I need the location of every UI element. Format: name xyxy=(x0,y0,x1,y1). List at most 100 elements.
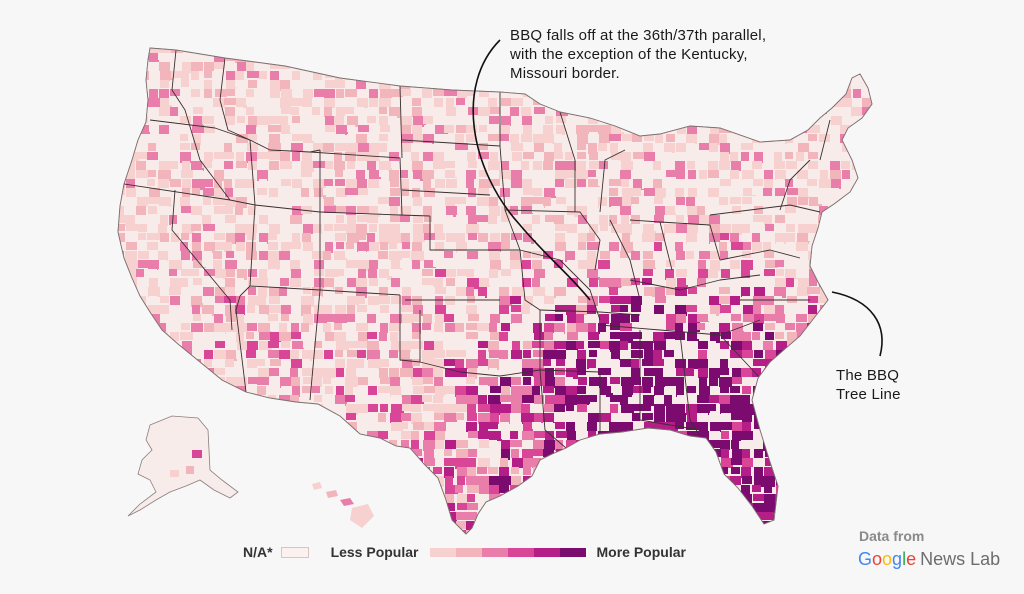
county-cell xyxy=(676,530,689,534)
county-cell xyxy=(489,89,501,100)
county-cell xyxy=(830,422,843,431)
county-cell xyxy=(226,152,234,159)
county-cell xyxy=(489,476,502,485)
county-cell xyxy=(225,278,236,287)
county-cell xyxy=(159,368,167,378)
county-cell xyxy=(598,494,611,504)
county-cell xyxy=(654,413,665,424)
county-cell xyxy=(468,440,479,451)
county-cell xyxy=(402,125,411,136)
county-cell xyxy=(258,314,267,322)
county-cell xyxy=(248,80,257,88)
county-cell xyxy=(864,53,872,60)
county-cell xyxy=(379,179,387,187)
county-cell xyxy=(664,467,674,474)
county-cell xyxy=(842,170,850,181)
county-cell xyxy=(422,521,432,532)
county-cell xyxy=(203,188,215,196)
county-cell xyxy=(687,269,697,280)
county-cell xyxy=(423,224,431,234)
county-cell xyxy=(644,152,657,162)
county-cell xyxy=(644,323,655,333)
county-cell xyxy=(754,170,765,181)
county-cell xyxy=(785,314,794,323)
county-cell xyxy=(873,152,881,162)
county-cell xyxy=(697,287,709,296)
county-cell xyxy=(785,323,795,330)
county-cell xyxy=(655,521,667,532)
county-cell xyxy=(302,251,315,261)
county-cell xyxy=(666,170,678,177)
county-cell xyxy=(434,48,447,55)
county-cell xyxy=(875,53,887,64)
county-cell xyxy=(874,161,885,168)
county-cell xyxy=(400,206,411,215)
county-cell xyxy=(203,48,215,55)
county-cell xyxy=(489,206,500,216)
county-cell xyxy=(214,368,225,375)
county-cell xyxy=(435,197,447,204)
state-border xyxy=(629,274,761,291)
county-cell xyxy=(544,224,552,233)
county-cell xyxy=(389,48,402,53)
county-cell xyxy=(479,278,490,287)
county-cell xyxy=(467,296,475,303)
county-cell xyxy=(118,287,123,294)
county-cell xyxy=(368,197,377,207)
county-cell xyxy=(874,251,887,262)
county-cell xyxy=(589,404,600,415)
county-cell xyxy=(314,314,327,325)
county-cell xyxy=(314,395,322,402)
county-cell xyxy=(280,48,289,53)
county-cell xyxy=(523,503,532,514)
county-cell xyxy=(160,296,169,303)
county-cell xyxy=(864,449,872,457)
county-cell xyxy=(655,512,663,519)
county-cell xyxy=(455,404,467,412)
county-cell xyxy=(642,404,651,411)
county-cell xyxy=(851,107,862,117)
county-cell xyxy=(215,107,224,116)
county-cell xyxy=(708,170,719,178)
county-cell xyxy=(402,143,411,153)
county-cell xyxy=(687,116,696,124)
county-cell xyxy=(303,71,314,82)
county-cell xyxy=(687,296,695,303)
county-cell xyxy=(588,107,596,118)
county-cell xyxy=(215,161,226,170)
county-cell xyxy=(136,161,146,171)
county-cell xyxy=(798,179,810,190)
county-cell xyxy=(478,449,491,459)
county-cell xyxy=(501,440,510,449)
county-cell xyxy=(346,48,354,54)
state-border xyxy=(401,189,491,196)
county-cell xyxy=(455,485,463,493)
county-cell xyxy=(588,134,601,144)
county-cell xyxy=(831,269,842,276)
county-cell xyxy=(390,188,400,196)
county-cell xyxy=(775,170,786,180)
county-cell xyxy=(577,134,588,144)
county-cell xyxy=(412,125,422,134)
county-cell xyxy=(699,422,708,432)
county-cell xyxy=(589,494,598,503)
county-cell xyxy=(862,179,872,186)
county-cell xyxy=(522,269,535,279)
county-cell xyxy=(820,341,829,349)
county-cell xyxy=(270,413,281,421)
county-cell xyxy=(336,89,344,99)
county-cell xyxy=(435,62,446,72)
county-cell xyxy=(556,530,566,534)
county-cell xyxy=(620,359,632,367)
county-cell xyxy=(875,188,888,198)
county-cell xyxy=(435,233,445,240)
county-cell xyxy=(302,215,314,226)
county-cell xyxy=(335,233,346,241)
county-cell xyxy=(336,458,347,468)
county-cell xyxy=(697,296,710,305)
county-cell xyxy=(807,512,815,522)
county-cell xyxy=(852,71,865,82)
county-cell xyxy=(203,224,216,231)
county-cell xyxy=(336,368,344,379)
county-cell xyxy=(545,530,555,534)
